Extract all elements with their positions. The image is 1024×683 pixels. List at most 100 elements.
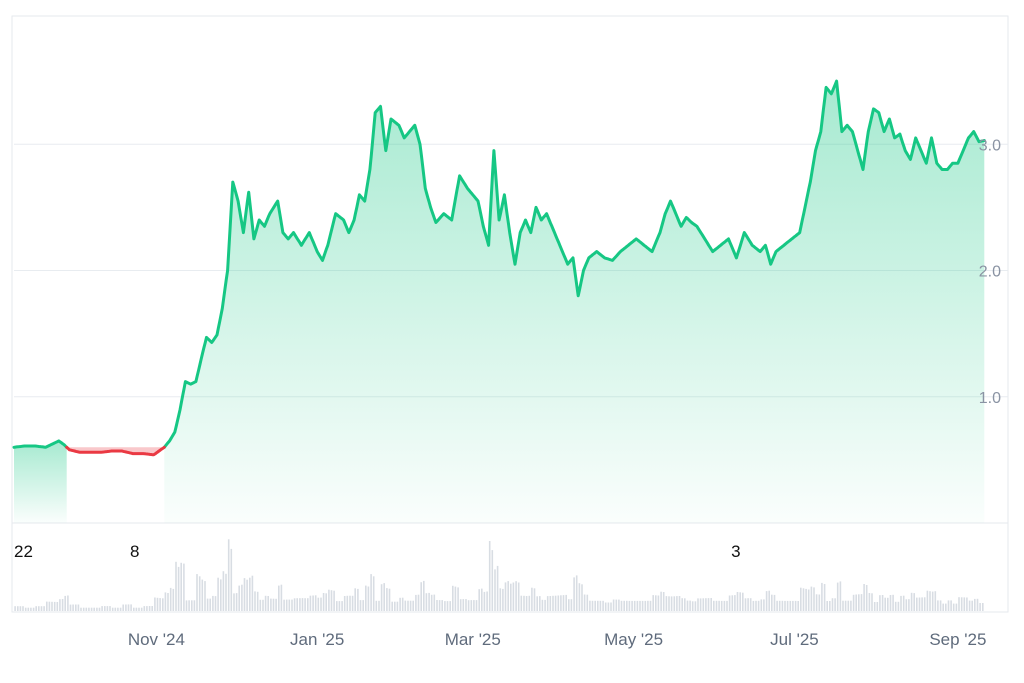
volume-bar	[256, 591, 259, 611]
volume-bar	[528, 595, 531, 611]
x-tick-label: Sep '25	[929, 630, 986, 649]
volume-bar	[499, 588, 502, 611]
volume-bar	[860, 594, 863, 611]
volume-bar	[960, 597, 963, 611]
volume-bar	[24, 607, 27, 611]
volume-bar	[275, 598, 277, 611]
volume-bar	[755, 600, 757, 611]
volume-bar	[557, 595, 560, 611]
volume-bar	[491, 550, 494, 611]
volume-bar	[270, 598, 272, 611]
volume-bar	[104, 606, 106, 611]
volume-bar	[615, 599, 618, 611]
volume-bar	[475, 600, 478, 611]
volume-bar	[921, 597, 923, 611]
volume-bar	[974, 598, 976, 611]
volume-bar	[834, 598, 836, 611]
volume-bar	[156, 597, 159, 611]
x-tick-label: Jul '25	[770, 630, 819, 649]
volume-bar	[93, 607, 95, 611]
volume-bar	[794, 600, 797, 611]
volume-bar	[918, 597, 921, 611]
volume-bar	[850, 600, 852, 611]
volume-bar	[552, 595, 554, 611]
volume-bar	[230, 548, 233, 611]
volume-bar	[591, 600, 594, 611]
volume-bar	[655, 595, 657, 611]
price-line-up	[12, 439, 69, 449]
event-marker-label: 22	[14, 542, 33, 561]
volume-bar	[209, 598, 211, 611]
volume-bar	[931, 591, 934, 611]
volume-bar	[913, 593, 915, 611]
x-tick-label: Jan '25	[290, 630, 344, 649]
volume-bar	[802, 588, 805, 611]
volume-bar	[483, 591, 486, 611]
volume-bar	[175, 561, 177, 611]
volume-bar	[889, 595, 892, 611]
volume-bar	[241, 584, 243, 611]
volume-bar	[744, 598, 747, 611]
x-axis-ticks: Nov '24 Jan '25 Mar '25 May '25 Jul '25 Sep '…	[128, 630, 987, 649]
volume-bar	[884, 597, 886, 611]
volume-bar	[686, 600, 689, 611]
volume-bar	[17, 606, 19, 611]
volume-bar	[486, 591, 488, 611]
volume-bar	[710, 598, 712, 611]
volume-bar	[109, 606, 111, 611]
volume-bar	[633, 600, 636, 611]
volume-bar	[525, 596, 528, 611]
volume-bar	[470, 600, 473, 611]
volume-bar	[636, 600, 639, 611]
volume-bar	[739, 592, 741, 611]
volume-bar	[467, 600, 470, 611]
volume-bar	[641, 600, 644, 611]
volume-bar	[235, 593, 238, 611]
volume-bar	[357, 588, 359, 611]
volume-bar	[462, 599, 465, 611]
volume-bar	[789, 600, 792, 611]
volume-bar	[383, 583, 385, 611]
price-lines	[12, 79, 986, 457]
volume-bar	[757, 600, 760, 611]
volume-bar	[515, 581, 517, 611]
volume-bar	[444, 601, 446, 611]
volume-bar	[227, 539, 230, 611]
volume-bar	[88, 607, 90, 611]
volume-bar	[119, 607, 122, 611]
volume-bar	[684, 598, 686, 611]
volume-bar	[449, 601, 451, 611]
volume-bar	[473, 600, 475, 611]
volume-bar	[53, 601, 56, 611]
volume-bar	[61, 599, 64, 611]
volume-bar	[391, 601, 393, 611]
volume-bar	[404, 600, 407, 611]
volume-bar	[681, 598, 683, 611]
volume-bar	[910, 592, 913, 611]
volume-bar	[715, 600, 718, 611]
volume-bar	[401, 597, 404, 611]
volume-bar	[665, 596, 668, 611]
volume-bar	[879, 595, 881, 611]
volume-bar	[662, 592, 665, 611]
y-axis-ticks: 1.0 2.0 3.0	[979, 137, 1001, 407]
volume-bar	[749, 598, 752, 611]
volume-bar	[346, 595, 349, 611]
volume-bar	[415, 594, 417, 611]
volume-bar	[409, 600, 412, 611]
volume-bar	[162, 598, 164, 611]
volume-bar	[430, 594, 433, 611]
volume-bar	[188, 600, 190, 611]
volume-bar	[90, 607, 93, 611]
volume-bar	[436, 600, 438, 611]
volume-bar	[626, 600, 628, 611]
volume-bar	[19, 606, 22, 611]
volume-bar	[807, 589, 810, 611]
volume-bar	[238, 585, 240, 611]
volume-bar	[262, 599, 264, 611]
volume-bar	[151, 606, 153, 611]
volume-bar	[111, 607, 114, 611]
volume-bar	[620, 600, 623, 611]
volume-bar	[40, 606, 43, 611]
volume-bar	[69, 604, 72, 611]
